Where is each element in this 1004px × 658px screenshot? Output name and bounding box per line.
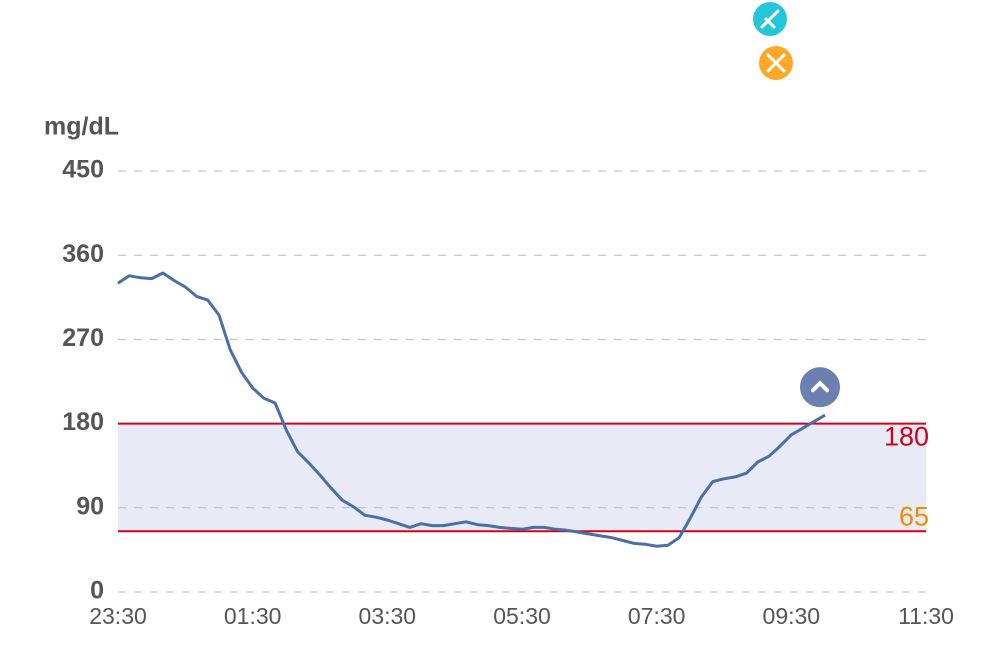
x-tick-label: 23:30 <box>89 603 147 629</box>
x-tick-label: 07:30 <box>628 603 686 629</box>
current-marker <box>800 367 840 408</box>
x-tick-label: 09:30 <box>763 603 821 629</box>
threshold-label: 65 <box>899 501 929 531</box>
x-tick-label: 03:30 <box>359 603 417 629</box>
y-tick-label: 360 <box>62 240 104 268</box>
y-tick-label: 450 <box>62 156 104 184</box>
x-tick-label: 11:30 <box>898 603 954 629</box>
y-axis-unit: mg/dL <box>44 113 119 141</box>
x-tick-label: 05:30 <box>493 603 551 629</box>
y-tick-label: 270 <box>62 324 104 352</box>
threshold-label: 180 <box>884 422 929 452</box>
y-tick-label: 90 <box>76 492 104 520</box>
insulin-icon <box>753 2 787 36</box>
marker-chevron <box>811 380 829 393</box>
target-range <box>118 423 926 532</box>
x-tick-label: 01:30 <box>224 603 282 629</box>
y-tick-label: 180 <box>62 408 104 436</box>
y-tick-label: 0 <box>90 577 104 605</box>
marker-bubble <box>800 367 840 408</box>
meal-icon <box>759 46 793 80</box>
glucose-line <box>117 271 826 548</box>
